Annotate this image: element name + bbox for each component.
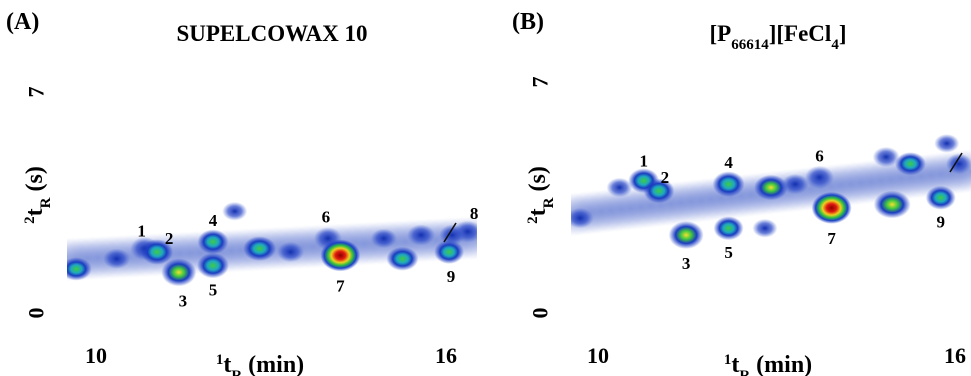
- x-tick-label: 16: [435, 343, 457, 368]
- panel-a-title: SUPELCOWAX 10: [176, 21, 367, 46]
- panel-a-plot-area: [67, 62, 477, 330]
- peak-label-8: 8: [470, 204, 479, 223]
- peak-spot-9: [434, 239, 465, 264]
- peak-spot-5: [713, 216, 744, 241]
- panel-a-letter: (A): [6, 9, 39, 35]
- panel-b-letter: (B): [512, 9, 544, 35]
- peak-label-2: 2: [165, 229, 174, 248]
- minor-peak-spot: [571, 207, 594, 229]
- peak-spot-7: [811, 191, 852, 224]
- peak-label-1: 1: [639, 152, 648, 171]
- minor-peak-spot: [752, 218, 778, 238]
- peak-label-9: 9: [936, 213, 945, 232]
- peak-label-2: 2: [661, 168, 670, 187]
- peak-spot-5: [196, 252, 229, 279]
- minor-peak-spot: [781, 174, 809, 195]
- peak-label-1: 1: [137, 222, 146, 241]
- peak-spot-7: [320, 239, 361, 272]
- panel-a-heatmap: [67, 201, 477, 287]
- peak-label-9: 9: [447, 267, 456, 286]
- panel-b-peak-8-leader: [949, 152, 963, 173]
- minor-peak-spot: [934, 134, 960, 153]
- peak-label-7: 7: [336, 276, 345, 295]
- minor-peak-spot: [243, 236, 277, 261]
- minor-peak-spot: [277, 241, 305, 263]
- y-tick-label: 7: [24, 87, 49, 98]
- panel-a-peak-labels: 1 2 3 4 5 6 7 8 9: [137, 204, 478, 310]
- peak-spot-6: [804, 165, 834, 189]
- minor-peak-spot: [894, 152, 926, 176]
- peak-label-3: 3: [682, 254, 691, 273]
- peak-label-6: 6: [322, 207, 331, 226]
- peak-label-7: 7: [827, 229, 836, 248]
- peak-label-5: 5: [209, 281, 218, 300]
- y-tick-label: 0: [528, 308, 553, 319]
- minor-peak-spot: [606, 177, 633, 198]
- panel-b-title: [P66614][FeCl4]: [710, 21, 847, 53]
- panel-b-ylabel: 2tR (s): [525, 166, 557, 224]
- panel-a-ylabel: 2tR (s): [22, 166, 54, 224]
- panel-a-xlabel: 1tR (min): [216, 352, 304, 376]
- minor-peak-spot: [754, 174, 788, 201]
- peak-spot-3: [161, 258, 197, 287]
- peak-spot-4: [712, 171, 745, 197]
- minor-peak-spot: [386, 246, 419, 271]
- y-tick-label: 7: [528, 77, 553, 88]
- peak-spot-2: [141, 239, 174, 265]
- minor-peak-spot: [222, 201, 248, 221]
- peak-label-5: 5: [724, 243, 733, 262]
- x-tick-label: 10: [85, 343, 107, 368]
- panel-b-xlabel: 1tR (min): [724, 352, 812, 376]
- panel-b-heatmap: [571, 134, 971, 250]
- minor-peak-spot: [67, 257, 92, 281]
- x-tick-label: 10: [587, 343, 609, 368]
- peak-spot-9: [925, 185, 956, 210]
- peak-label-4: 4: [724, 153, 733, 172]
- minor-peak-spot: [103, 248, 131, 269]
- panel-a: (A) SUPELCOWAX 10 10 16 0 7 1 2 3 4 5 6 7 8 9 1tR (…: [6, 9, 478, 376]
- minor-peak-spot: [370, 228, 397, 249]
- peak-spot-8: [945, 153, 971, 175]
- peak-label-6: 6: [815, 146, 824, 165]
- x-tick-label: 16: [944, 343, 966, 368]
- minor-peak-spot: [407, 224, 436, 246]
- panel-a-peak-8-leader: [443, 222, 457, 243]
- peak-spot-2: [643, 178, 675, 204]
- minor-peak-spot: [872, 146, 900, 168]
- peak-label-4: 4: [209, 211, 218, 230]
- peak-spot-4: [197, 229, 229, 255]
- minor-peak-spot: [873, 190, 911, 219]
- peak-label-3: 3: [179, 291, 188, 310]
- y-tick-label: 0: [24, 308, 49, 319]
- peak-spot-3: [668, 221, 704, 250]
